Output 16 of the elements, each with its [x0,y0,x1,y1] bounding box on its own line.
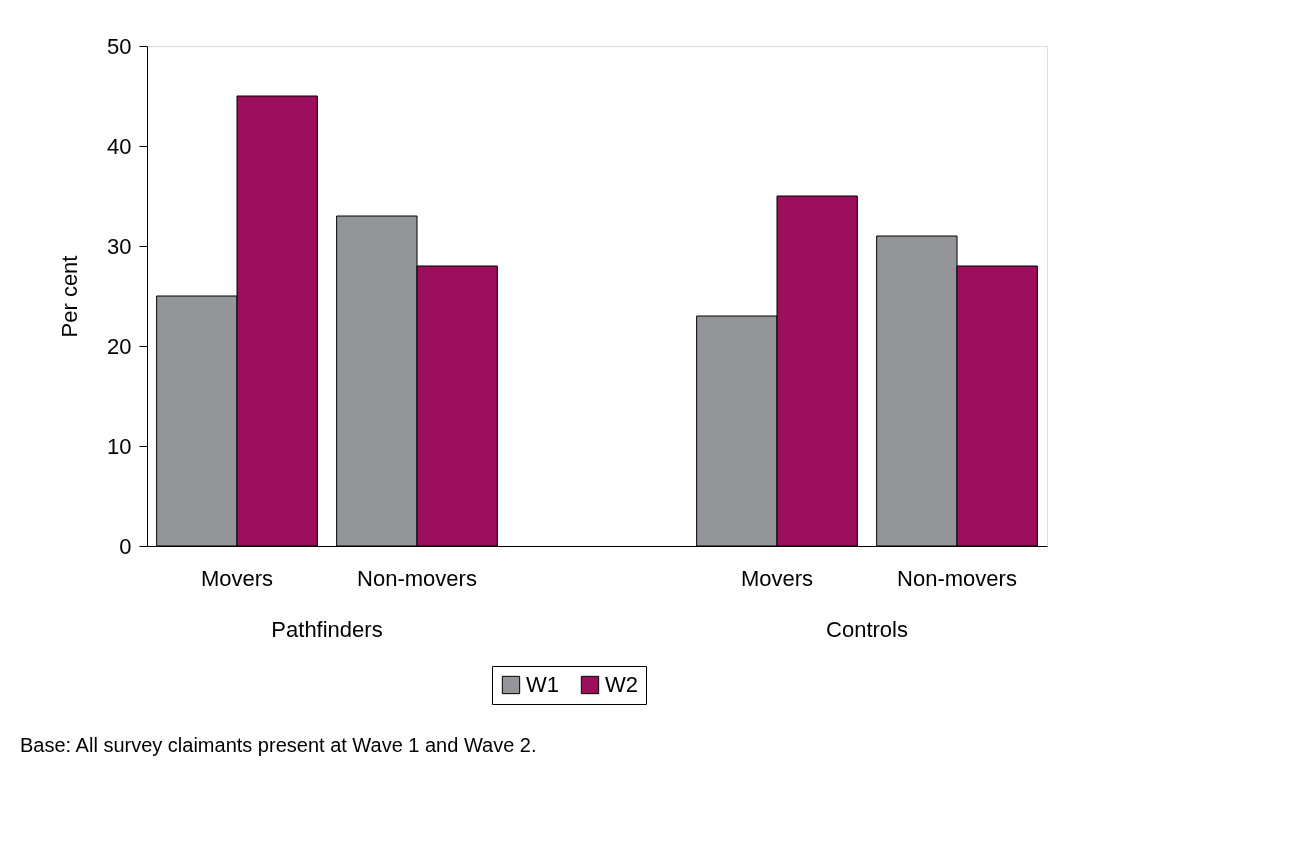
y-tick-label: 40 [107,133,132,159]
x-tick-label: Movers [740,565,814,591]
legend-label: W2 [605,672,638,697]
y-tick-label: 10 [107,433,132,459]
text: Base: All survey claimants present at Wave 1 and Wave 2. [20,734,537,756]
legend-label: W1 [526,672,559,697]
text: Controls [826,617,908,642]
y-tick-label: 30 [107,233,132,259]
x-tick-label: Movers [200,565,274,591]
x-tick-label: Non-movers [357,565,477,591]
text: Pathfinders [271,617,383,642]
y-axis-title: Per cent [57,255,83,338]
x-tick-label: Non-movers [897,565,1017,591]
y-tick-label: 0 [119,533,132,559]
y-tick-label: 50 [107,33,132,59]
y-tick-label: 20 [107,333,132,359]
